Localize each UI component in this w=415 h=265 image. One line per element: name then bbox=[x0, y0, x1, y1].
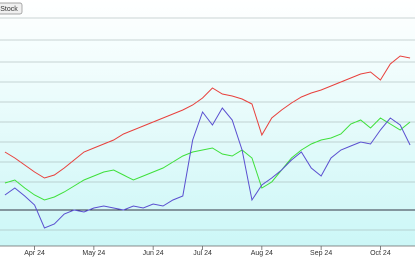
axis-background bbox=[0, 246, 415, 260]
series-line bbox=[4, 117, 411, 201]
x-tick-label: Aug 24 bbox=[251, 250, 273, 257]
x-tick-label: Jul 24 bbox=[193, 250, 212, 257]
x-tick-label: May 24 bbox=[82, 250, 105, 257]
x-tick-label: Jun 24 bbox=[143, 250, 164, 257]
grid bbox=[0, 17, 415, 247]
series-line bbox=[4, 107, 411, 229]
x-tick-label: Oct 24 bbox=[370, 250, 391, 257]
series-line bbox=[4, 55, 411, 179]
plot-background bbox=[0, 0, 415, 246]
stock-button[interactable] bbox=[0, 2, 23, 15]
stock-button-label[interactable]: Stock bbox=[0, 6, 18, 13]
x-tick-label: Apr 24 bbox=[24, 250, 45, 257]
x-tick-label: Sep 24 bbox=[310, 250, 332, 257]
